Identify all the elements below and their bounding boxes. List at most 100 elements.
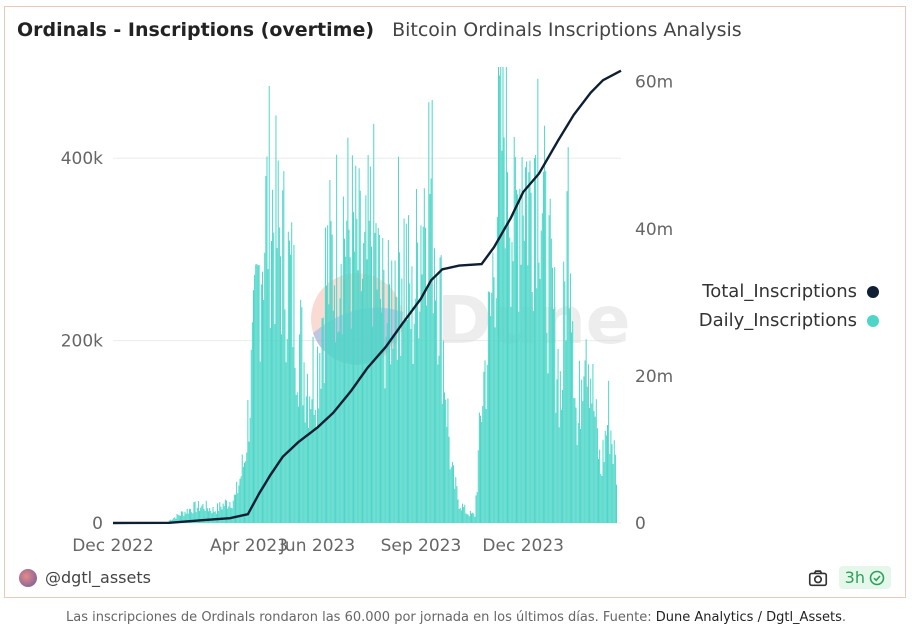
chart-header: Ordinals - Inscriptions (overtime) Bitco…	[17, 19, 742, 41]
daily-bar	[333, 285, 335, 523]
daily-bar	[326, 285, 328, 523]
daily-bar	[565, 340, 567, 523]
daily-bar	[502, 67, 504, 523]
daily-bar	[447, 398, 449, 523]
daily-bar	[429, 194, 431, 523]
chart-subtitle[interactable]: Bitcoin Ordinals Inscriptions Analysis	[392, 19, 742, 41]
daily-bar	[360, 291, 362, 523]
daily-bar	[472, 512, 474, 523]
left-tick-label: 400k	[61, 149, 103, 169]
daily-bar	[335, 342, 337, 523]
daily-bar	[541, 213, 543, 523]
daily-bar	[285, 362, 287, 523]
daily-bar	[301, 307, 303, 523]
daily-bar	[522, 215, 524, 524]
daily-bar	[379, 299, 381, 523]
right-axis-ticks: 0 20m 40m 60m	[635, 73, 673, 534]
daily-bar	[535, 154, 537, 524]
daily-bar	[328, 304, 330, 523]
daily-bar	[266, 156, 268, 523]
daily-bar	[362, 278, 364, 523]
daily-bar	[469, 510, 471, 523]
daily-bar	[549, 198, 551, 523]
daily-bar	[436, 276, 438, 523]
daily-bar	[318, 408, 320, 523]
daily-bar	[365, 195, 367, 524]
author-link[interactable]: @dgtl_assets	[19, 568, 151, 587]
daily-bar	[311, 399, 313, 523]
daily-bar	[577, 423, 579, 523]
daily-bar	[435, 300, 437, 523]
daily-bar	[601, 475, 603, 523]
daily-bar	[374, 232, 376, 523]
daily-bar	[438, 355, 440, 523]
daily-bar	[310, 409, 312, 523]
daily-bar	[524, 167, 526, 523]
legend-item-daily[interactable]: Daily_Inscriptions	[699, 306, 879, 335]
daily-bar	[245, 461, 247, 523]
daily-bar	[463, 507, 465, 523]
legend-label-daily: Daily_Inscriptions	[698, 310, 857, 331]
daily-bar	[558, 427, 560, 523]
chart-card: Ordinals - Inscriptions (overtime) Bitco…	[4, 6, 906, 598]
daily-bar	[539, 278, 541, 523]
daily-bar	[456, 486, 458, 523]
daily-bar	[567, 147, 569, 523]
daily-bar	[573, 397, 575, 523]
daily-bar	[369, 166, 371, 523]
daily-bar	[553, 309, 555, 523]
daily-bar	[566, 191, 568, 524]
daily-bar	[542, 171, 544, 523]
daily-bar	[408, 215, 410, 523]
daily-bar	[370, 246, 372, 524]
daily-bar	[240, 476, 242, 523]
daily-bar	[433, 248, 435, 523]
daily-bar	[462, 503, 464, 523]
daily-bar	[353, 212, 355, 523]
daily-bar	[305, 396, 307, 523]
daily-bar	[569, 273, 571, 523]
daily-bar	[422, 226, 424, 524]
daily-bar	[394, 260, 396, 523]
daily-bar	[373, 123, 375, 523]
daily-bar	[611, 444, 613, 523]
daily-bar	[287, 231, 289, 523]
x-tick-label: Dec 2022	[72, 536, 154, 556]
daily-bar	[480, 415, 482, 523]
camera-icon[interactable]	[807, 567, 829, 589]
daily-bar	[538, 262, 540, 523]
daily-bar	[306, 373, 308, 523]
daily-bar	[220, 506, 222, 523]
daily-bar	[228, 506, 230, 523]
daily-bar	[415, 189, 417, 523]
refresh-badge[interactable]: 3h	[838, 566, 891, 589]
daily-bar	[268, 85, 270, 524]
daily-bar	[246, 452, 248, 523]
chart-title[interactable]: Ordinals - Inscriptions (overtime)	[17, 19, 375, 41]
daily-bar	[219, 502, 221, 523]
x-tick-label: Dec 2023	[482, 536, 564, 556]
caption-source-link[interactable]: Dune Analytics / Dgtl_Assets	[655, 610, 842, 625]
daily-bar	[376, 289, 378, 523]
daily-bar	[497, 67, 499, 523]
daily-bar	[227, 508, 229, 523]
daily-bar	[339, 298, 341, 523]
refresh-time: 3h	[844, 568, 865, 587]
daily-bar	[471, 513, 473, 523]
daily-bar	[486, 364, 488, 523]
daily-bar	[506, 172, 508, 523]
daily-bar	[199, 510, 201, 523]
daily-bar	[612, 464, 614, 523]
daily-bar	[257, 265, 259, 523]
left-axis-ticks: 0 200k 400k	[61, 149, 103, 534]
daily-bar	[177, 514, 179, 523]
daily-bar	[338, 331, 340, 523]
daily-bar	[531, 292, 533, 523]
daily-bar	[327, 225, 329, 523]
daily-bar	[515, 189, 517, 524]
legend-item-total[interactable]: Total_Inscriptions	[699, 277, 879, 306]
daily-bar	[341, 334, 343, 523]
daily-bar	[222, 503, 224, 523]
